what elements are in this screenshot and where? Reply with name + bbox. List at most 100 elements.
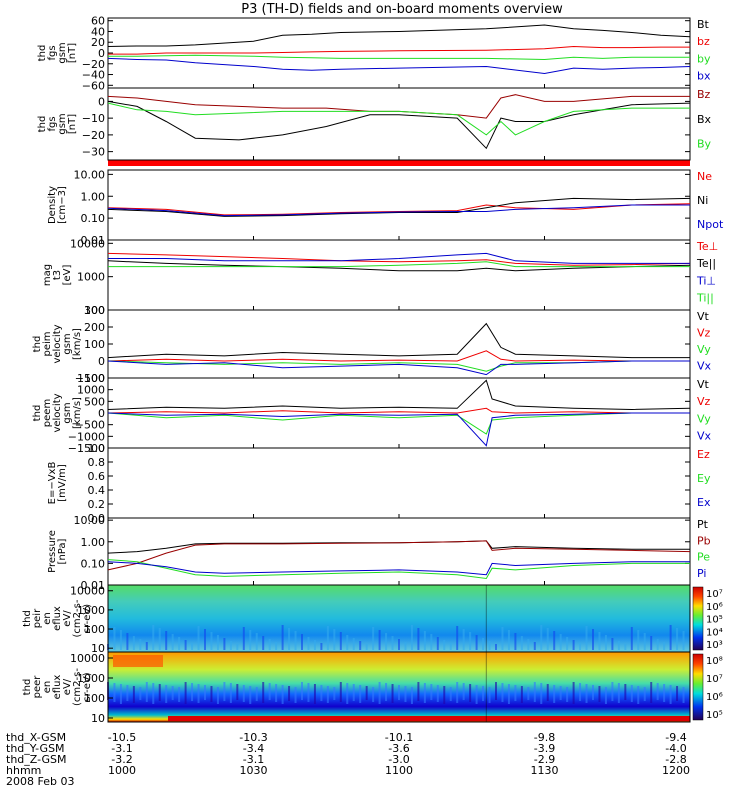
panel-9: 10000 1000 100 10 10⁸ 10⁷ 10⁶ 10⁵ thd peer en eflux…: [22, 651, 723, 725]
y-axis-label: t3: [52, 270, 63, 280]
panel-4: 300 200 100 0 −100 thd peim velocity gsm [km/s] Vt…: [32, 304, 712, 385]
y-tick-label: 1500: [77, 372, 105, 385]
series-line-Vy: [107, 412, 690, 435]
legend-entry-Te⊥: Te⊥: [696, 240, 718, 253]
footer-value-y: -4.0: [665, 742, 686, 755]
colorbar: [692, 586, 704, 651]
panel-frame: [107, 169, 691, 241]
y-tick-label: 100: [84, 623, 105, 636]
colorbar-label: 10⁷: [706, 674, 723, 685]
y-axis-label: sr-eV): [82, 604, 93, 633]
y-tick-label: 0.8: [88, 456, 106, 469]
y-axis-label: gsm: [62, 402, 73, 423]
footer-label-time: hhmm: [6, 764, 41, 777]
colorbar: [692, 653, 704, 721]
y-tick-label: 10: [91, 642, 105, 655]
footer-value-z: -2.8: [665, 753, 686, 766]
y-axis-label: [cm−3]: [57, 186, 68, 224]
colorbar-label: 10³: [706, 640, 723, 651]
footer-label-z: thd_Z-GSM: [6, 753, 66, 766]
y-axis-label: en: [42, 612, 53, 625]
y-axis-label: thd: [37, 116, 48, 133]
series-line-Vz: [107, 350, 690, 362]
series-line-Ti||: [108, 261, 690, 268]
y-tick-label: 1000: [77, 271, 105, 284]
footer-value-time: 1000: [108, 764, 136, 777]
y-axis-label: peir: [32, 608, 43, 628]
legend-entry-Ne: Ne: [697, 170, 712, 183]
footer-value-time: 1200: [662, 764, 690, 777]
y-tick-label: 10.00: [74, 168, 106, 181]
panel-frame: [107, 309, 691, 379]
y-tick-label: 0.2: [88, 498, 106, 511]
legend-entry-Te||: Te||: [696, 257, 716, 270]
legend-entry-Npot: Npot: [697, 218, 724, 231]
panel-1: 0 −10 −20 −30 thd fgs gsm [nT] Bz Bx By: [37, 87, 712, 161]
legend-entry-Pb: Pb: [697, 534, 711, 547]
y-axis-label: Pressure: [47, 530, 58, 573]
y-tick-label: −20: [82, 58, 105, 71]
series-line-by: [108, 54, 690, 61]
panel-7: 10.00 1.00 0.10 0.01 Pressure [nPa] Pt Pb Pe Pi: [47, 514, 711, 592]
y-axis-label: thd: [32, 405, 43, 422]
y-axis-label: (cm2-s-: [72, 599, 83, 637]
y-tick-label: 100: [84, 338, 105, 351]
colorbar-label: 10⁵: [706, 615, 723, 626]
legend-entry-Bx: Bx: [697, 113, 712, 126]
y-tick-label: 10.00: [74, 514, 106, 527]
footer-value-y: -3.9: [534, 742, 555, 755]
y-tick-label: −20: [82, 129, 105, 142]
y-axis-label: [km/s]: [72, 328, 83, 360]
y-axis-label: gsm: [62, 333, 73, 354]
y-axis-label: thd: [37, 45, 48, 62]
y-axis-label: fgs: [47, 45, 58, 60]
legend-entry-Vy: Vy: [697, 343, 711, 356]
y-axis-label: en: [42, 681, 53, 694]
y-axis-label: thd: [22, 610, 33, 627]
colorbar-label: 10⁵: [706, 710, 723, 721]
colorbar-label: 10⁴: [706, 627, 723, 638]
footer-value-x: -10.1: [385, 731, 413, 744]
legend-entry-Ti⊥: Ti⊥: [696, 274, 716, 287]
legend-entry-By: By: [697, 138, 712, 151]
y-axis-label: mag: [42, 264, 53, 286]
panel-frame: [107, 447, 691, 519]
legend-entry-Bz: Bz: [697, 88, 711, 101]
series-line-Pi: [107, 561, 690, 576]
panel-frame: [107, 377, 691, 449]
footer-value-x: -10.5: [108, 731, 136, 744]
y-tick-label: 0.10: [81, 557, 106, 570]
footer-date: 2008 Feb 03: [6, 775, 74, 788]
legend-entry-Ti||: Ti||: [696, 291, 714, 304]
y-tick-label: −10: [82, 112, 105, 125]
colorbar-label: 10⁸: [706, 656, 723, 667]
y-tick-label: 200: [84, 321, 105, 334]
legend-entry-Pe: Pe: [697, 551, 710, 564]
y-axis-label: peem: [42, 399, 53, 427]
y-tick-label: 1000: [77, 672, 105, 685]
series-line-Vz: [107, 407, 690, 414]
legend-entry-bx: bx: [697, 69, 711, 82]
y-tick-label: 10000: [70, 585, 105, 598]
y-axis-label: [km/s]: [72, 397, 83, 429]
y-tick-label: 10000: [70, 237, 105, 250]
y-axis-label: [nPa]: [57, 538, 68, 564]
footer-label-x: thd_X-GSM: [6, 731, 66, 744]
legend-entry-Ex: Ex: [697, 496, 711, 509]
y-tick-label: 40: [91, 25, 105, 38]
y-axis-label: [nT]: [67, 43, 78, 63]
footer-value-z: -3.1: [243, 753, 264, 766]
y-tick-label: −100: [75, 372, 105, 385]
y-axis-label: gsm: [57, 113, 68, 134]
panel-3: 10000 1000 100 mag t3 [eV] Te⊥ Te|| Ti⊥ Ti||: [42, 237, 718, 317]
panel-frame: [107, 239, 691, 311]
series-line-Te||: [107, 260, 691, 272]
y-axis-label: gsm: [57, 42, 68, 63]
legend-entry-Vy: Vy: [697, 412, 711, 425]
y-tick-label: 0: [98, 95, 105, 108]
colorbar-label: 10⁶: [706, 692, 723, 703]
legend-entry-Vz: Vz: [697, 395, 711, 408]
y-axis-label: [mV/m]: [57, 464, 68, 502]
colorbar-label: 10⁷: [706, 589, 723, 600]
